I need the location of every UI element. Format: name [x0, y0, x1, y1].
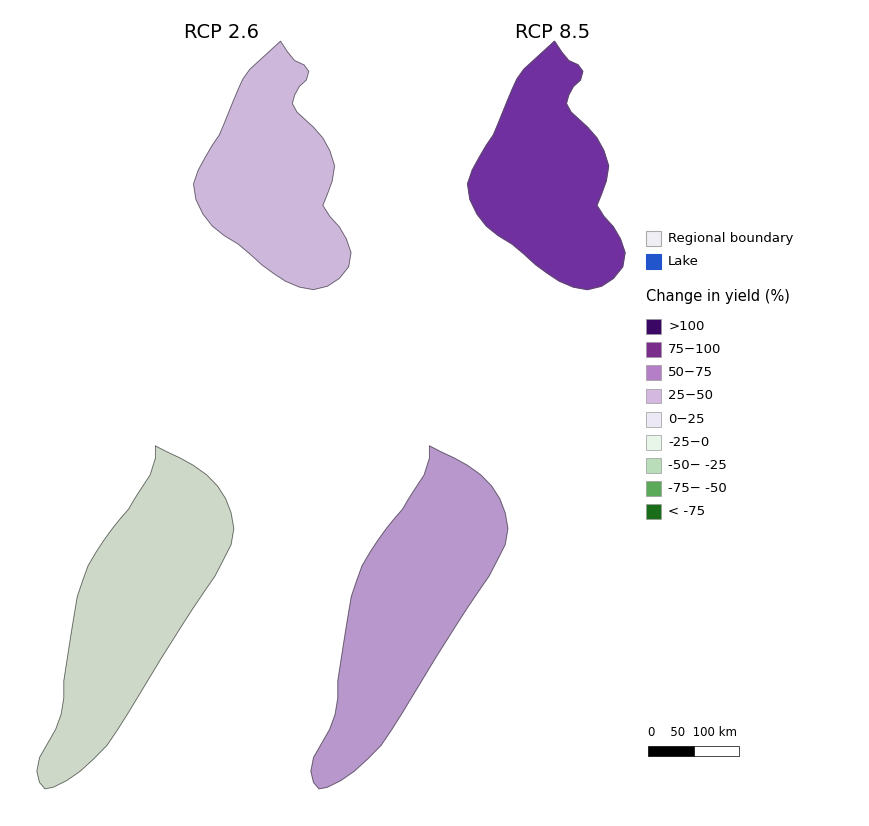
Polygon shape: [36, 446, 234, 789]
Polygon shape: [194, 41, 350, 290]
Text: 50−75: 50−75: [667, 367, 713, 379]
Text: -75− -50: -75− -50: [667, 482, 726, 495]
FancyBboxPatch shape: [645, 481, 660, 496]
Text: -50− -25: -50− -25: [667, 459, 726, 472]
FancyBboxPatch shape: [645, 411, 660, 426]
Text: Regional boundary: Regional boundary: [667, 232, 793, 245]
Text: Lake: Lake: [667, 255, 698, 268]
FancyBboxPatch shape: [645, 342, 660, 357]
Polygon shape: [310, 446, 507, 789]
Text: Change in yield (%): Change in yield (%): [645, 289, 788, 304]
FancyBboxPatch shape: [647, 746, 693, 756]
FancyBboxPatch shape: [645, 434, 660, 449]
FancyBboxPatch shape: [645, 254, 660, 269]
FancyBboxPatch shape: [645, 504, 660, 519]
FancyBboxPatch shape: [645, 458, 660, 472]
Text: 25−50: 25−50: [667, 390, 713, 402]
FancyBboxPatch shape: [645, 319, 660, 334]
FancyBboxPatch shape: [693, 746, 739, 756]
Text: >100: >100: [667, 320, 704, 333]
Text: RCP 2.6: RCP 2.6: [184, 23, 259, 42]
FancyBboxPatch shape: [645, 365, 660, 380]
Text: 75−100: 75−100: [667, 344, 720, 356]
Text: 0−25: 0−25: [667, 413, 704, 425]
FancyBboxPatch shape: [645, 231, 660, 246]
Polygon shape: [468, 41, 624, 290]
Text: 0    50  100 km: 0 50 100 km: [647, 726, 736, 739]
Text: < -75: < -75: [667, 506, 705, 518]
FancyBboxPatch shape: [645, 388, 660, 403]
Text: -25−0: -25−0: [667, 436, 708, 449]
Text: RCP 8.5: RCP 8.5: [514, 23, 589, 42]
